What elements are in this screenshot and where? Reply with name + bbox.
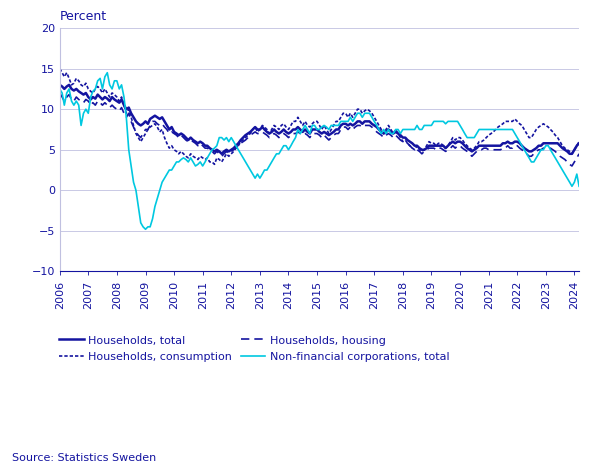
Text: Percent: Percent — [60, 10, 107, 23]
Text: Source: Statistics Sweden: Source: Statistics Sweden — [12, 453, 156, 463]
Legend: Households, total, Households, consumption, Households, housing, Non-financial c: Households, total, Households, consumpti… — [55, 330, 454, 366]
